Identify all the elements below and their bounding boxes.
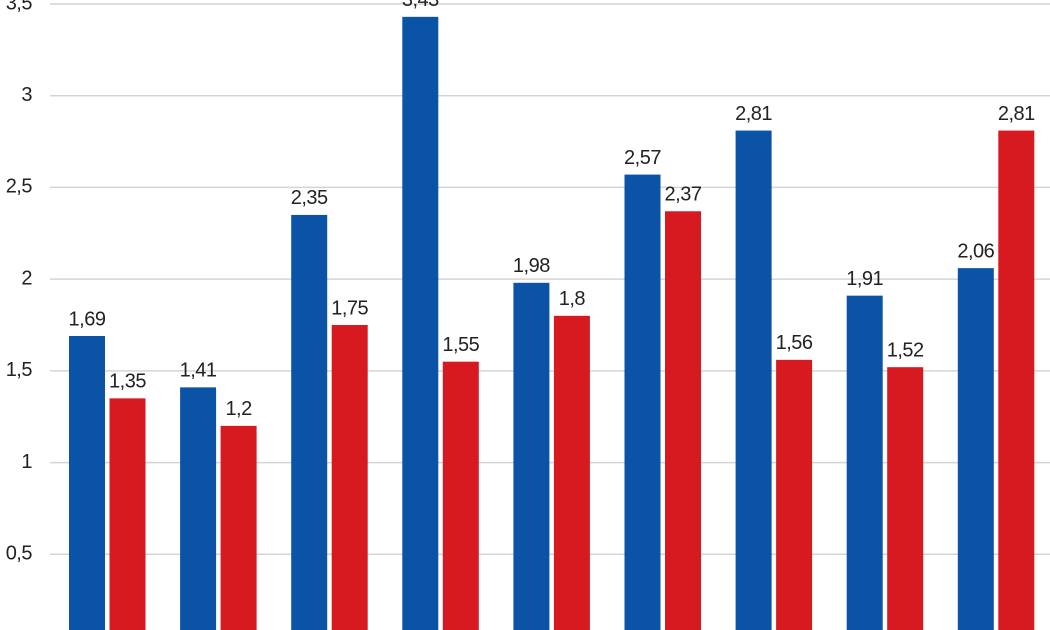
y-tick-label: 2,5 bbox=[6, 176, 33, 198]
value-label: 2,81 bbox=[998, 103, 1035, 125]
bar bbox=[180, 387, 217, 630]
bar bbox=[291, 214, 328, 630]
y-tick-label: 1 bbox=[21, 451, 32, 473]
value-label: 1,8 bbox=[559, 288, 586, 310]
y-tick-label: 0,5 bbox=[6, 543, 33, 565]
value-label: 1,56 bbox=[776, 332, 813, 354]
value-label: 2,37 bbox=[665, 184, 702, 206]
y-tick-label: 2 bbox=[21, 267, 32, 289]
value-label: 1,75 bbox=[331, 297, 368, 319]
value-label: 1,98 bbox=[513, 255, 550, 277]
value-label: 1,2 bbox=[225, 398, 252, 420]
bar bbox=[220, 425, 257, 630]
y-tick-label: 3 bbox=[21, 84, 32, 106]
bar bbox=[402, 16, 439, 630]
value-label: 2,57 bbox=[624, 147, 661, 169]
value-label: 1,41 bbox=[180, 360, 217, 382]
bar bbox=[998, 130, 1035, 630]
value-label: 1,91 bbox=[846, 268, 883, 290]
bar bbox=[109, 398, 146, 630]
bar bbox=[665, 211, 701, 630]
bar bbox=[735, 130, 772, 630]
y-tick-label: 3,5 bbox=[6, 0, 33, 14]
value-label: 1,69 bbox=[69, 308, 106, 330]
bar bbox=[553, 315, 590, 630]
bar bbox=[513, 282, 550, 630]
bar bbox=[846, 295, 883, 630]
value-label: 2,35 bbox=[291, 187, 328, 209]
bar bbox=[69, 336, 105, 630]
bar bbox=[957, 268, 994, 630]
value-label: 1,35 bbox=[109, 371, 146, 393]
value-label: 3,43 bbox=[402, 0, 439, 11]
value-label: 1,55 bbox=[442, 334, 479, 356]
bar bbox=[331, 325, 368, 630]
bar bbox=[887, 367, 924, 630]
value-label: 2,81 bbox=[735, 103, 772, 125]
bar bbox=[624, 174, 661, 630]
value-label: 2,06 bbox=[957, 240, 994, 262]
bar bbox=[442, 361, 479, 630]
bar bbox=[776, 359, 813, 630]
value-label: 1,52 bbox=[887, 339, 924, 361]
y-tick-label: 1,5 bbox=[6, 359, 33, 381]
